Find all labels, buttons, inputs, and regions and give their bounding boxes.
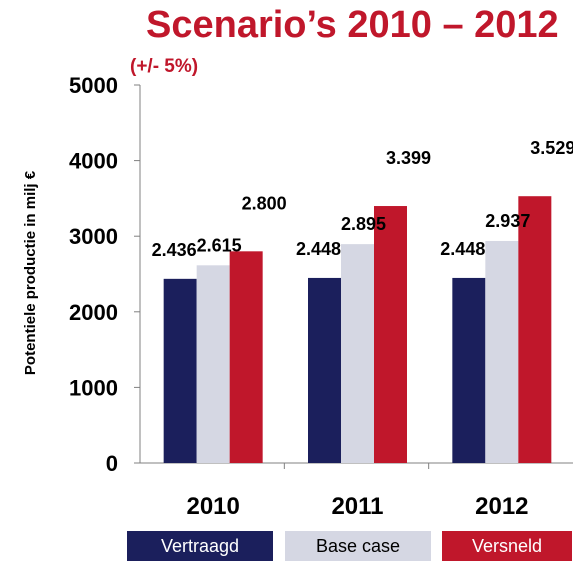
y-tick-label: 1000 [69, 375, 118, 400]
y-tick-label: 5000 [69, 73, 118, 98]
data-label: 2.436 [152, 240, 197, 260]
bar [163, 278, 197, 463]
data-label: 2.448 [296, 239, 341, 259]
data-label: 3.399 [386, 148, 431, 168]
bar [341, 244, 374, 463]
y-tick-label: 0 [106, 451, 118, 476]
y-tick-label: 2000 [69, 300, 118, 325]
legend-item: Vertraagd [127, 531, 273, 561]
bar [518, 196, 552, 464]
x-tick-label: 2011 [331, 493, 383, 520]
data-label: 3.529 [530, 138, 573, 158]
bar [308, 277, 341, 463]
bar [229, 251, 263, 463]
bars [163, 196, 552, 464]
bar [374, 206, 407, 464]
legend-item: Versneld [442, 531, 572, 561]
data-label: 2.615 [197, 235, 242, 255]
y-axis-label: Potentiele productie in milj € [22, 170, 39, 375]
data-label: 2.448 [440, 239, 485, 259]
legend-item: Base case [285, 531, 431, 561]
data-label: 2.937 [485, 211, 530, 231]
bar [196, 265, 230, 463]
chart-subtitle: (+/- 5%) [130, 56, 199, 77]
data-label: 2.800 [242, 193, 287, 213]
data-labels: 2.436 2.6152.8002.4482.8953.3992.4482.937… [152, 138, 573, 260]
y-tick-label: 3000 [69, 224, 118, 249]
bar [485, 240, 519, 463]
x-tick-label: 2012 [475, 493, 528, 520]
y-tick-label: 4000 [69, 149, 118, 174]
chart-title: Scenario’s 2010 – 2012 [146, 4, 559, 46]
bar [452, 277, 486, 463]
axes: 0 1000 2000 3000 4000 5000 2010 2011 2012 [69, 73, 573, 520]
data-label: 2.895 [341, 214, 386, 234]
x-tick-label: 2010 [186, 493, 239, 520]
